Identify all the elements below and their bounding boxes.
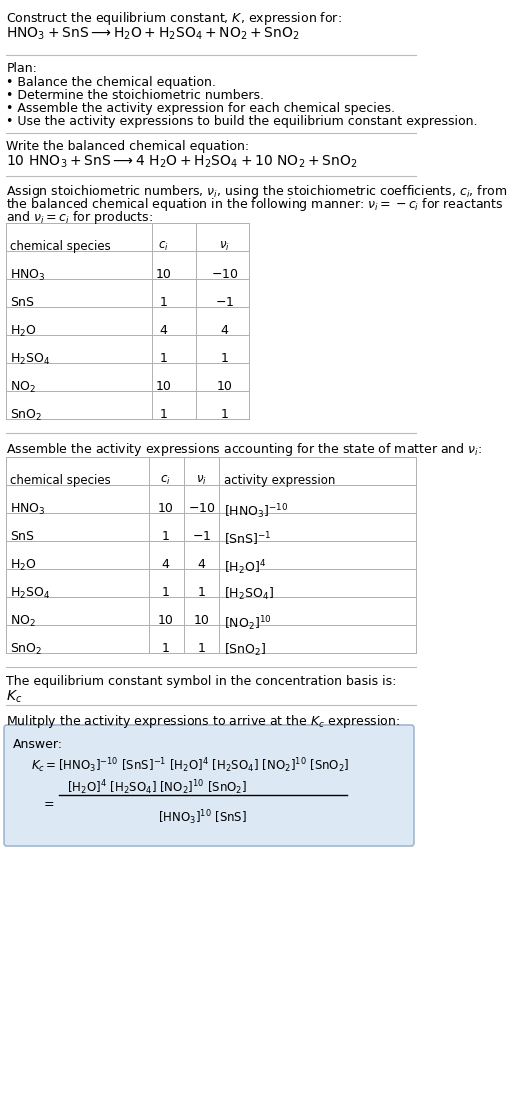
- Text: 1: 1: [198, 642, 206, 655]
- Text: $\mathrm{HNO_3}$: $\mathrm{HNO_3}$: [10, 268, 46, 283]
- Text: 10: 10: [158, 502, 173, 514]
- Text: $[\mathrm{SnS}]^{-1}$: $[\mathrm{SnS}]^{-1}$: [224, 530, 271, 547]
- Text: 10: 10: [194, 614, 210, 627]
- Text: $[\mathrm{HNO_3}]^{10}\ [\mathrm{SnS}]$: $[\mathrm{HNO_3}]^{10}\ [\mathrm{SnS}]$: [158, 808, 247, 827]
- Text: $c_i$: $c_i$: [160, 474, 171, 487]
- Text: $\mathrm{H_2O}$: $\mathrm{H_2O}$: [10, 558, 37, 573]
- Text: 4: 4: [198, 558, 206, 572]
- Text: $\nu_i$: $\nu_i$: [219, 240, 230, 253]
- Text: $[\mathrm{H_2O}]^4$: $[\mathrm{H_2O}]^4$: [224, 558, 266, 577]
- Text: $-1$: $-1$: [192, 530, 211, 543]
- Text: $[\mathrm{SnO_2}]$: $[\mathrm{SnO_2}]$: [224, 642, 266, 658]
- Text: $-10$: $-10$: [211, 268, 238, 281]
- Text: $\mathrm{H_2SO_4}$: $\mathrm{H_2SO_4}$: [10, 352, 51, 367]
- Text: and $\nu_i = c_i$ for products:: and $\nu_i = c_i$ for products:: [6, 210, 154, 226]
- Text: 4: 4: [221, 324, 228, 337]
- Text: 1: 1: [160, 408, 168, 421]
- Text: 10: 10: [156, 268, 172, 281]
- Text: 1: 1: [198, 586, 206, 599]
- Text: 1: 1: [161, 530, 169, 543]
- Text: 10: 10: [156, 380, 172, 393]
- Text: $\mathrm{SnO_2}$: $\mathrm{SnO_2}$: [10, 642, 43, 657]
- Text: Assemble the activity expressions accounting for the state of matter and $\nu_i$: Assemble the activity expressions accoun…: [6, 441, 483, 459]
- Text: $\mathrm{HNO_3 + SnS \longrightarrow H_2O + H_2SO_4 + NO_2 + SnO_2}$: $\mathrm{HNO_3 + SnS \longrightarrow H_2…: [6, 26, 300, 43]
- Text: $\mathrm{NO_2}$: $\mathrm{NO_2}$: [10, 614, 36, 629]
- Text: $\mathrm{10\ HNO_3 + SnS \longrightarrow 4\ H_2O + H_2SO_4 + 10\ NO_2 + SnO_2}$: $\mathrm{10\ HNO_3 + SnS \longrightarrow…: [6, 154, 358, 170]
- Text: $K_c$: $K_c$: [6, 689, 23, 705]
- Text: The equilibrium constant symbol in the concentration basis is:: The equilibrium constant symbol in the c…: [6, 675, 397, 688]
- Text: $-1$: $-1$: [215, 296, 234, 309]
- Text: $c_i$: $c_i$: [158, 240, 169, 253]
- FancyBboxPatch shape: [4, 725, 414, 846]
- Text: $\mathrm{NO_2}$: $\mathrm{NO_2}$: [10, 380, 36, 395]
- Text: 1: 1: [161, 642, 169, 655]
- Text: $[\mathrm{H_2O}]^4\ [\mathrm{H_2SO_4}]\ [\mathrm{NO_2}]^{10}\ [\mathrm{SnO_2}]$: $[\mathrm{H_2O}]^4\ [\mathrm{H_2SO_4}]\ …: [67, 778, 247, 796]
- Text: $\nu_i$: $\nu_i$: [196, 474, 207, 487]
- Text: Write the balanced chemical equation:: Write the balanced chemical equation:: [6, 140, 249, 152]
- Text: 10: 10: [216, 380, 232, 393]
- Text: chemical species: chemical species: [10, 240, 111, 253]
- Text: 1: 1: [160, 352, 168, 365]
- Text: 1: 1: [221, 408, 228, 421]
- Text: Mulitply the activity expressions to arrive at the $K_c$ expression:: Mulitply the activity expressions to arr…: [6, 713, 401, 730]
- Text: $[\mathrm{HNO_3}]^{-10}$: $[\mathrm{HNO_3}]^{-10}$: [224, 502, 288, 521]
- Text: • Balance the chemical equation.: • Balance the chemical equation.: [6, 76, 216, 89]
- Text: Construct the equilibrium constant, $K$, expression for:: Construct the equilibrium constant, $K$,…: [6, 10, 342, 27]
- Text: $[\mathrm{NO_2}]^{10}$: $[\mathrm{NO_2}]^{10}$: [224, 614, 271, 633]
- Text: $\mathrm{HNO_3}$: $\mathrm{HNO_3}$: [10, 502, 46, 517]
- Text: activity expression: activity expression: [224, 474, 335, 487]
- Text: 1: 1: [160, 296, 168, 309]
- Text: $[\mathrm{H_2SO_4}]$: $[\mathrm{H_2SO_4}]$: [224, 586, 274, 602]
- Text: $\mathrm{H_2O}$: $\mathrm{H_2O}$: [10, 324, 37, 339]
- Text: $K_c = [\mathrm{HNO_3}]^{-10}\ [\mathrm{SnS}]^{-1}\ [\mathrm{H_2O}]^4\ [\mathrm{: $K_c = [\mathrm{HNO_3}]^{-10}\ [\mathrm{…: [31, 756, 349, 774]
- Text: $\mathrm{SnS}$: $\mathrm{SnS}$: [10, 296, 36, 309]
- Text: $-10$: $-10$: [188, 502, 215, 514]
- Text: 1: 1: [221, 352, 228, 365]
- Text: chemical species: chemical species: [10, 474, 111, 487]
- Text: • Use the activity expressions to build the equilibrium constant expression.: • Use the activity expressions to build …: [6, 115, 478, 128]
- Text: 4: 4: [160, 324, 168, 337]
- Text: Assign stoichiometric numbers, $\nu_i$, using the stoichiometric coefficients, $: Assign stoichiometric numbers, $\nu_i$, …: [6, 183, 508, 200]
- Text: Plan:: Plan:: [6, 63, 37, 75]
- Text: $=$: $=$: [41, 796, 55, 808]
- Text: 1: 1: [161, 586, 169, 599]
- Text: $\mathrm{SnS}$: $\mathrm{SnS}$: [10, 530, 36, 543]
- Text: the balanced chemical equation in the following manner: $\nu_i = -c_i$ for react: the balanced chemical equation in the fo…: [6, 196, 504, 213]
- Text: 10: 10: [158, 614, 173, 627]
- Text: • Assemble the activity expression for each chemical species.: • Assemble the activity expression for e…: [6, 102, 396, 115]
- Text: Answer:: Answer:: [13, 738, 63, 751]
- Text: $\mathrm{H_2SO_4}$: $\mathrm{H_2SO_4}$: [10, 586, 51, 601]
- Text: 4: 4: [161, 558, 169, 572]
- Text: • Determine the stoichiometric numbers.: • Determine the stoichiometric numbers.: [6, 89, 265, 102]
- Text: $\mathrm{SnO_2}$: $\mathrm{SnO_2}$: [10, 408, 43, 423]
